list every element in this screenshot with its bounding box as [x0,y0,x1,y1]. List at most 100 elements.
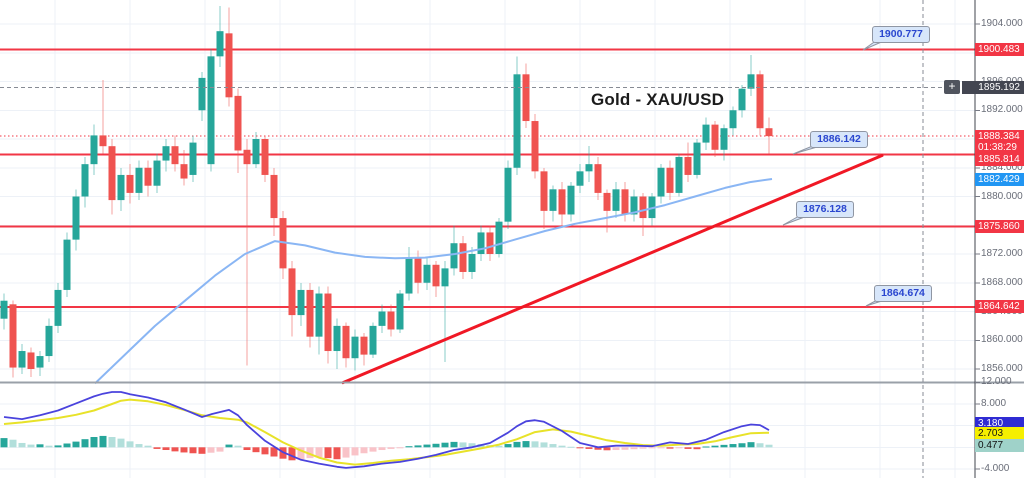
macd-tick-label: 12.000 [981,376,1012,388]
macd-histogram-bar [306,447,314,459]
macd-histogram-bar [387,447,395,449]
candle-body [306,289,314,337]
candle-body [639,196,647,219]
candle-body [576,171,584,186]
candle-body [477,232,485,254]
macd-histogram-bar [396,447,404,449]
candle-body [45,325,53,357]
macd-histogram-bar [216,447,224,452]
candle-body [216,31,224,57]
macd-histogram-bar [585,447,593,449]
macd-histogram-bar [756,443,764,448]
candle-body [0,300,8,319]
candle-body [18,351,26,368]
candle-body [504,167,512,222]
price-axis-label: 1864.642 [975,300,1024,314]
candle-body [441,268,449,287]
crosshair-plus-icon[interactable]: + [944,80,960,95]
candle-body [522,74,530,122]
price-tick-label: 1884.000 [981,161,1023,173]
macd-histogram-bar [666,447,674,449]
candle-body [90,135,98,165]
candle-body [693,142,701,175]
macd-histogram-bar [378,447,386,451]
trendline[interactable] [341,154,884,385]
candle-body [396,293,404,330]
price-tick-label: 1860.000 [981,334,1023,346]
candle-body [207,56,215,165]
macd-histogram-bar [324,447,332,459]
candle-body [459,243,467,272]
macd-histogram-bar [180,447,188,453]
macd-histogram-bar [630,447,638,450]
macd-histogram-bar [99,435,107,448]
candle-body [99,135,107,147]
price-tick-label: 1880.000 [981,190,1023,202]
symbol-title: Gold - XAU/USD [591,90,725,109]
candle-body [729,110,737,129]
candle-body [315,293,323,337]
macd-histogram-bar [567,446,575,448]
macd-histogram-bar [747,442,755,448]
price-callout[interactable]: 1864.674 [874,285,932,302]
price-callout[interactable]: 1876.128 [796,201,854,218]
macd-histogram-bar [45,445,53,448]
candle-body [234,95,242,151]
macd-histogram-bar [468,443,476,448]
candle-body [351,336,359,359]
macd-histogram-bar [9,439,17,448]
candle-body [225,33,233,98]
candle-body [594,164,602,193]
macd-histogram-bar [522,441,530,448]
candle-body [495,221,503,254]
macd-histogram-bar [81,439,89,448]
candle-body [63,239,71,290]
macd-histogram-bar [729,444,737,448]
candle-body [675,156,683,193]
candle-body [450,243,458,269]
candle-body [684,156,692,175]
candle-body [135,167,143,193]
candle-body [405,257,413,294]
candle-body [387,311,395,330]
candle-body [756,74,764,129]
candle-body [108,146,116,201]
macd-histogram-bar [207,447,215,453]
macd-histogram-bar [342,447,350,458]
macd-tick-label: -4.000 [981,462,1010,474]
macd-histogram-bar [621,447,629,450]
candle-body [360,336,368,355]
macd-histogram-bar [63,443,71,448]
ma-line [94,178,773,385]
macd-histogram-bar [261,447,269,455]
price-callout[interactable]: 1900.777 [872,26,930,43]
candle-body [189,142,197,175]
macd-histogram-bar [369,447,377,452]
macd-histogram-bar [288,447,296,461]
price-tick-label: 1892.000 [981,104,1023,116]
macd-histogram-bar [765,444,773,448]
macd-histogram-bar [423,444,431,448]
price-axis-label: 1900.483 [975,42,1024,56]
macd-histogram-bar [360,447,368,454]
macd-histogram-bar [540,442,548,448]
candle-body [567,185,575,215]
macd-histogram-bar [297,447,305,460]
macd-histogram-bar [252,447,260,453]
macd-histogram-bar [612,447,620,451]
price-tick-label: 1904.000 [981,18,1023,29]
macd-histogram-bar [558,445,566,448]
macd-histogram-bar [162,447,170,451]
price-axis-label: 1888.384 [975,129,1024,143]
macd-histogram-bar [576,447,584,449]
price-callout[interactable]: 1886.142 [810,131,868,148]
macd-histogram-bar [36,444,44,448]
candle-body [621,189,629,215]
price-tick-label: 1856.000 [981,363,1023,374]
macd-value-label: 0.477 [975,439,1024,452]
candle-body [486,232,494,254]
macd-main-line [3,391,770,469]
candle-body [558,189,566,215]
